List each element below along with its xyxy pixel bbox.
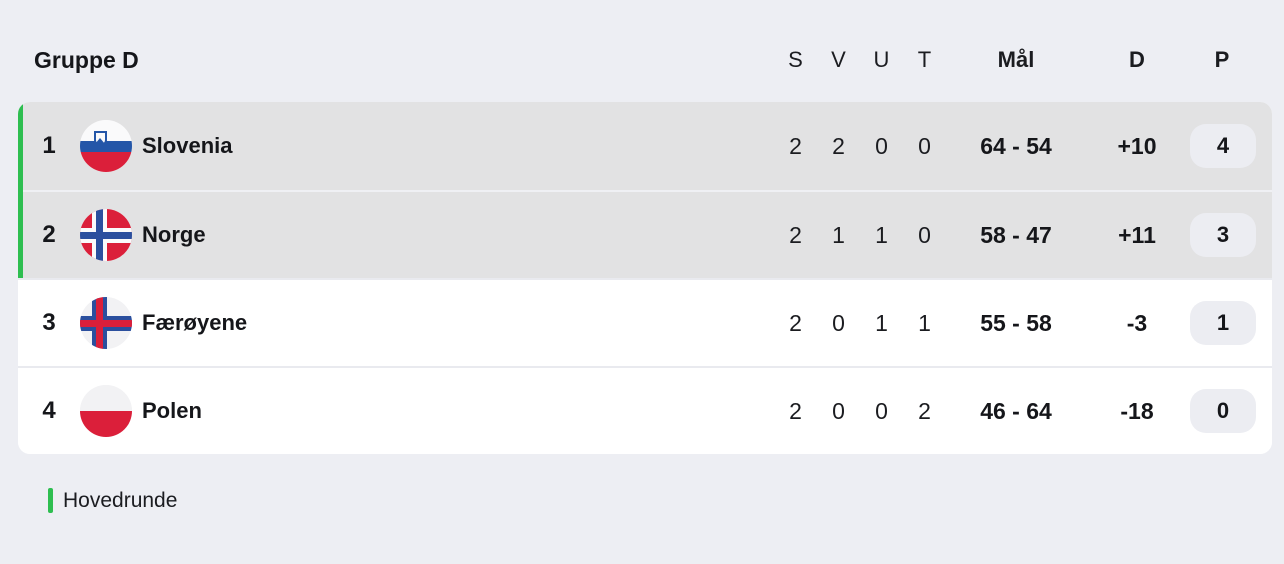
stat-won: 1 [832,221,845,248]
column-header-points: P [1214,47,1230,72]
table-row-polen[interactable]: 4 Polen 2 0 0 2 46 - 64 -18 0 [18,366,1272,454]
points-badge: 1 [1190,301,1256,345]
stat-won: 0 [832,397,845,424]
column-header-goals: Mål [997,47,1035,72]
table-row-slovenia[interactable]: 1 Slovenia 2 2 0 0 64 - 54 +10 4 [18,102,1272,190]
points-badge: 4 [1190,124,1256,168]
stat-lost: 1 [918,309,931,336]
stat-played: 2 [789,397,802,424]
goal-diff: -3 [1126,309,1148,336]
qualification-indicator [18,102,23,278]
legend-label: Hovedrunde [63,488,178,512]
poland-flag-icon [80,385,132,437]
stat-played: 2 [789,309,802,336]
team-name: Norge [142,222,206,247]
team-name: Polen [142,398,202,423]
goals: 46 - 64 [980,397,1052,424]
table-header: Gruppe D S V U T Mål D P [18,28,1272,92]
rank: 3 [42,309,56,336]
stat-played: 2 [789,221,802,248]
rank: 2 [42,221,56,248]
stat-won: 2 [832,132,845,159]
column-header-won: V [831,47,846,72]
goals: 64 - 54 [980,132,1052,159]
goal-diff: +10 [1117,132,1157,159]
table-row-faroyene[interactable]: 3 Færøyene 2 0 1 1 55 - 58 -3 1 [18,278,1272,366]
rank: 4 [42,397,56,424]
goal-diff: -18 [1120,397,1154,424]
stat-lost: 0 [918,132,931,159]
column-header-diff: D [1129,47,1145,72]
points-badge: 0 [1190,389,1256,433]
table-row-norge[interactable]: 2 Norge 2 1 1 0 58 - 47 +11 3 [18,190,1272,278]
stat-won: 0 [832,309,845,336]
stat-drawn: 0 [875,132,888,159]
norway-flag-icon [80,209,132,261]
team-name: Slovenia [142,133,233,158]
team-name: Færøyene [142,310,248,335]
rank: 1 [42,132,56,159]
stat-lost: 2 [918,397,931,424]
stat-lost: 0 [918,221,931,248]
stat-drawn: 1 [875,221,888,248]
goals: 58 - 47 [980,221,1052,248]
faroe-islands-flag-icon [80,297,132,349]
points-badge: 3 [1190,213,1256,257]
slovenia-flag-icon [80,120,132,172]
stat-drawn: 1 [875,309,888,336]
stat-drawn: 0 [875,397,888,424]
group-title: Gruppe D [34,46,139,73]
goals: 55 - 58 [980,309,1052,336]
legend-qualification-marker-icon [48,488,53,513]
legend: Hovedrunde [48,488,1284,513]
stat-played: 2 [789,132,802,159]
column-header-drawn: U [873,47,890,72]
column-header-played: S [788,47,803,72]
column-header-lost: T [917,47,932,72]
goal-diff: +11 [1118,221,1156,248]
standings-table: 1 Slovenia 2 2 0 0 64 - 54 +10 4 2 Norge… [18,102,1272,454]
